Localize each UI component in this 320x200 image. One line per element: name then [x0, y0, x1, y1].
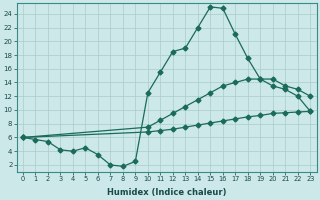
X-axis label: Humidex (Indice chaleur): Humidex (Indice chaleur) [107, 188, 226, 197]
